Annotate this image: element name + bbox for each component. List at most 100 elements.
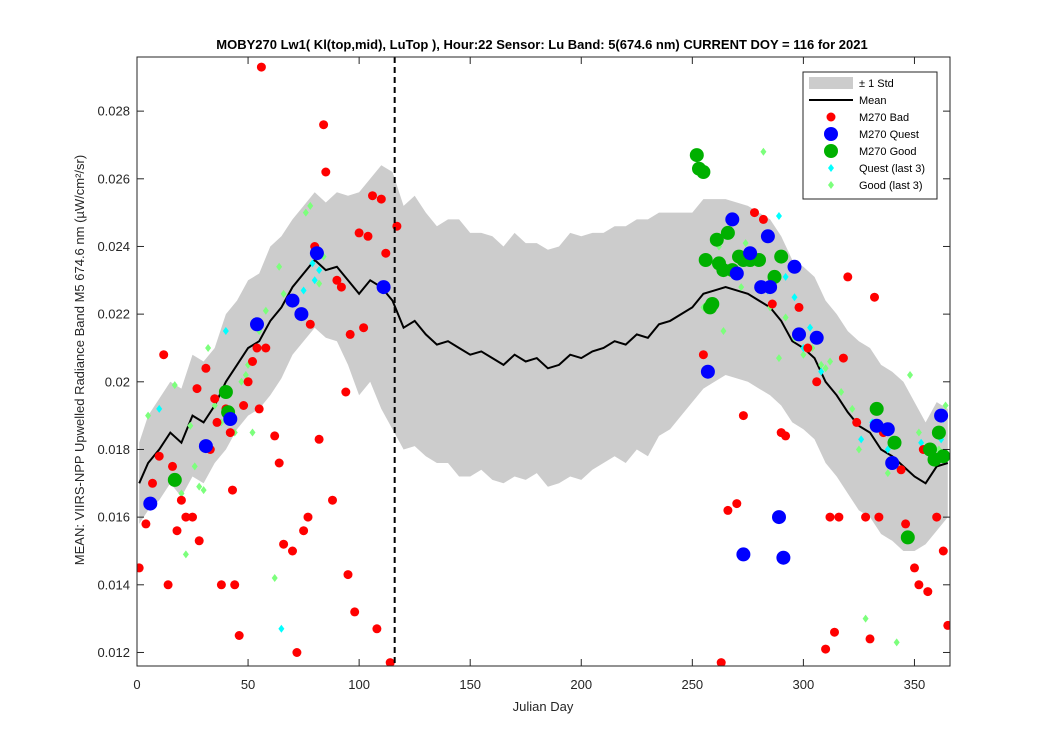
legend-label: Good (last 3) <box>859 180 923 192</box>
bad-point <box>148 478 157 488</box>
chart-title: MOBY270 Lw1( Kl(top,mid), LuTop ), Hour:… <box>216 37 867 52</box>
bad-point <box>781 431 791 441</box>
bad-point <box>376 194 386 204</box>
quest-last3-point <box>156 404 163 413</box>
good-last3-point <box>838 387 845 396</box>
bad-point <box>319 120 329 130</box>
bad-point <box>299 526 309 536</box>
good-last3-point <box>827 357 834 366</box>
bad-point <box>192 384 202 394</box>
good-last3-point <box>316 279 323 288</box>
quest-point <box>294 307 309 322</box>
y-tick-label: 0.014 <box>97 577 130 592</box>
bad-point <box>803 343 813 353</box>
bad-point <box>137 563 144 573</box>
bad-point <box>172 526 182 536</box>
quest-point <box>885 456 900 470</box>
bad-point <box>321 167 331 177</box>
x-axis-label: Julian Day <box>513 699 574 714</box>
bad-point <box>354 228 364 238</box>
legend-swatch-dot <box>824 144 838 158</box>
good-last3-point <box>191 462 198 471</box>
good-last3-point <box>738 283 745 292</box>
bad-point <box>239 401 249 410</box>
legend-label: Quest (last 3) <box>859 163 925 175</box>
legend-entry: ± 1 Std <box>809 77 894 90</box>
quest-last3-point <box>222 327 229 336</box>
good-point <box>887 435 902 450</box>
bad-point <box>194 536 204 546</box>
quest-point <box>743 246 758 261</box>
legend-entry: Good (last 3) <box>828 180 923 192</box>
good-last3-point <box>171 381 178 390</box>
good-last3-point <box>849 404 856 413</box>
bad-point <box>910 563 919 573</box>
bad-point <box>336 282 346 292</box>
bad-point <box>932 512 942 522</box>
good-last3-point <box>307 201 314 210</box>
good-last3-point <box>862 614 869 623</box>
quest-point <box>285 293 300 308</box>
bad-point <box>372 624 382 634</box>
bad-point <box>288 546 297 556</box>
quest-point <box>725 212 740 227</box>
bad-point <box>865 634 875 644</box>
bad-point <box>270 431 280 441</box>
y-tick-label: 0.026 <box>97 171 130 186</box>
good-last3-point <box>775 354 782 363</box>
bad-point <box>896 465 906 475</box>
quest-point <box>809 330 824 345</box>
good-last3-point <box>262 306 269 315</box>
bad-point <box>821 644 831 654</box>
bad-point <box>292 648 302 657</box>
good-last3-point <box>187 421 194 430</box>
bad-point <box>228 485 237 495</box>
quest-last3-point <box>918 438 925 447</box>
good-point <box>705 297 720 311</box>
bad-point <box>368 191 377 201</box>
plot-area <box>136 56 951 667</box>
good-last3-point <box>822 364 829 373</box>
bad-point <box>212 417 222 427</box>
legend-entry: M270 Good <box>824 144 916 158</box>
bad-point <box>176 495 186 505</box>
good-last3-point <box>205 343 212 352</box>
bad-point <box>225 428 235 438</box>
bad-point <box>163 580 173 590</box>
x-tick-label: 100 <box>348 677 370 692</box>
quest-point <box>763 280 778 295</box>
bad-point <box>279 539 289 549</box>
legend: ± 1 Std Mean M270 Bad M270 Quest M270 Good Qu… <box>802 71 938 200</box>
good-point <box>936 449 950 464</box>
good-point <box>720 225 735 240</box>
bad-point <box>305 319 315 329</box>
bad-point <box>943 620 950 630</box>
bad-point <box>188 512 197 522</box>
marker-layer <box>137 62 950 666</box>
quest-point <box>700 364 715 379</box>
good-last3-point <box>249 428 256 437</box>
bad-point <box>181 512 191 522</box>
bad-point <box>834 512 844 522</box>
bad-point <box>350 607 360 617</box>
good-last3-point <box>178 489 185 498</box>
bad-point <box>923 587 933 597</box>
bad-point <box>314 434 324 444</box>
bad-point <box>345 329 355 339</box>
good-last3-point <box>200 486 207 495</box>
legend-swatch-std <box>809 77 853 89</box>
bad-point <box>256 62 266 72</box>
bad-point <box>812 377 822 387</box>
good-point <box>709 232 724 247</box>
quest-point <box>143 496 158 511</box>
quest-last3-point <box>309 259 316 268</box>
y-tick-label: 0.028 <box>97 104 130 119</box>
bad-point <box>252 343 262 353</box>
bad-point <box>750 208 759 218</box>
quest-last3-point <box>791 293 798 302</box>
good-last3-point <box>238 377 245 386</box>
quest-point <box>309 246 324 261</box>
axes-box <box>136 56 951 667</box>
good-last3-point <box>145 411 152 420</box>
